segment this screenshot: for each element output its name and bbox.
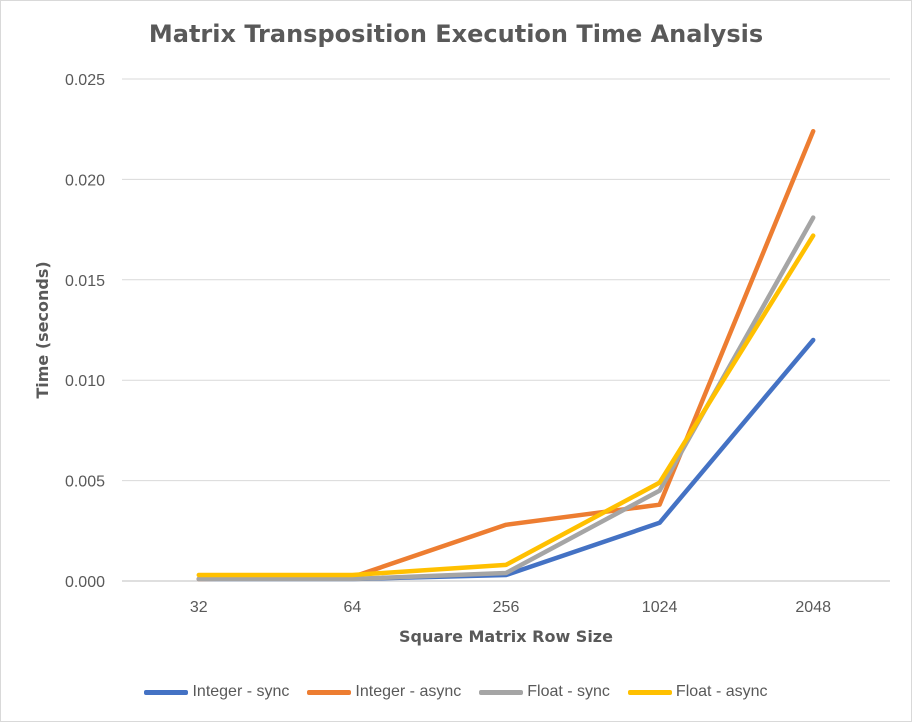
y-tick-label: 0.020 — [65, 172, 105, 189]
x-tick-label: 1024 — [642, 599, 678, 616]
x-tick-label: 2048 — [795, 599, 831, 616]
legend-swatch — [627, 689, 672, 695]
legend-label: Integer - sync — [192, 683, 290, 700]
chart-legend: Integer - sync Integer - async Float - syn… — [0, 679, 912, 705]
y-tick-label: 0.000 — [65, 574, 105, 591]
legend-item: Float - sync — [479, 683, 610, 701]
chart-title: Matrix Transposition Execution Time Anal… — [148, 20, 764, 48]
x-axis-title: Square Matrix Row Size — [399, 627, 613, 646]
legend-label: Integer - async — [355, 683, 462, 700]
x-tick-label: 256 — [493, 599, 520, 616]
y-tick-label: 0.005 — [65, 474, 105, 491]
legend-swatch — [307, 689, 352, 695]
y-tick-label: 0.025 — [65, 72, 105, 89]
y-tick-label: 0.010 — [65, 373, 105, 390]
legend-swatch — [144, 689, 189, 695]
series-line-1 — [196, 337, 816, 582]
x-tick-label: 32 — [190, 599, 208, 616]
y-tick-label: 0.015 — [65, 273, 105, 290]
legend-swatch — [479, 689, 524, 695]
series-line-2 — [196, 128, 816, 582]
legend-item: Integer - sync — [144, 683, 289, 701]
legend-label: Float - async — [675, 683, 768, 700]
legend-item: Float - async — [627, 683, 768, 701]
legend-item: Integer - async — [307, 683, 461, 701]
y-axis-title: Time (seconds) — [33, 261, 52, 398]
legend-label: Float - sync — [527, 683, 610, 700]
x-tick-label: 64 — [344, 599, 362, 616]
